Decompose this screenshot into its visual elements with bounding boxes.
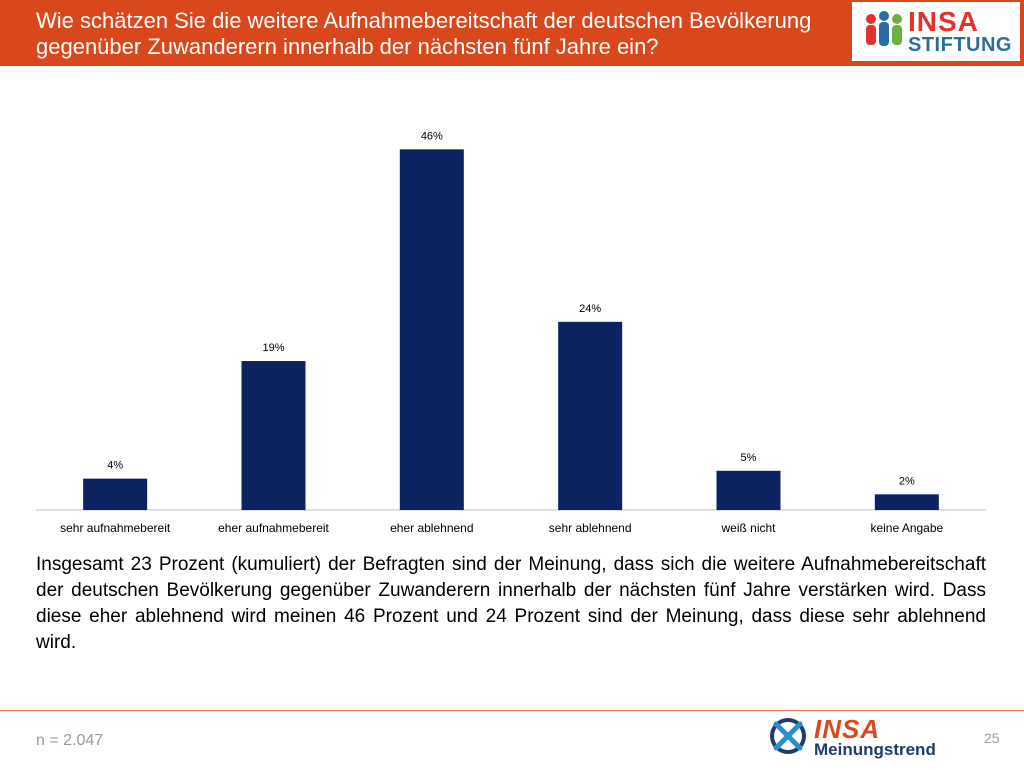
insa-meinungstrend-logo: INSA Meinungstrend: [768, 714, 968, 764]
sample-size: n = 2.047: [36, 732, 104, 749]
description-text: Insgesamt 23 Prozent (kumuliert) der Bef…: [36, 554, 986, 653]
bar-6: [874, 494, 939, 510]
category-label-1: sehr aufnahmebereit: [60, 521, 171, 535]
logo-stiftung-text: STIFTUNG: [908, 34, 1012, 56]
bar-2: [241, 361, 306, 510]
category-label-4: sehr ablehnend: [549, 521, 632, 535]
data-label-1: 4%: [107, 460, 123, 472]
bar-1: [83, 478, 148, 510]
bar-chart-svg: 4% sehr aufnahmebereit 19% eher aufnahmeber…: [36, 130, 986, 535]
category-label-5: weiß nicht: [720, 521, 776, 535]
bar-4: [558, 321, 623, 510]
data-label-4: 24%: [579, 303, 601, 315]
bar-chart: 4% sehr aufnahmebereit 19% eher aufnahmeber…: [36, 80, 986, 540]
category-label-2: eher aufnahmebereit: [218, 521, 329, 535]
data-label-2: 19%: [262, 342, 284, 354]
category-label-3: eher ablehnend: [390, 521, 473, 535]
logo-insa-text: INSA: [908, 6, 979, 37]
insa-stiftung-logo: INSA STIFTUNG: [852, 2, 1020, 61]
data-label-5: 5%: [741, 452, 757, 464]
people-icon: [866, 11, 902, 46]
category-label-6: keine Angabe: [870, 521, 943, 535]
bar-3: [399, 149, 464, 511]
brand-meinungstrend-text: Meinungstrend: [814, 740, 936, 759]
data-label-6: 2%: [899, 475, 915, 487]
slide-title: Wie schätzen Sie die weitere Aufnahmeber…: [36, 8, 812, 59]
footer-divider: [0, 710, 1024, 711]
page-number: 25: [984, 730, 1000, 746]
header-bar: Wie schätzen Sie die weitere Aufnahmeber…: [0, 0, 1024, 66]
data-label-3: 46%: [421, 130, 443, 142]
bar-5: [716, 470, 781, 510]
ballot-cross-icon: [770, 718, 806, 754]
brand-insa-text: INSA: [814, 714, 881, 744]
